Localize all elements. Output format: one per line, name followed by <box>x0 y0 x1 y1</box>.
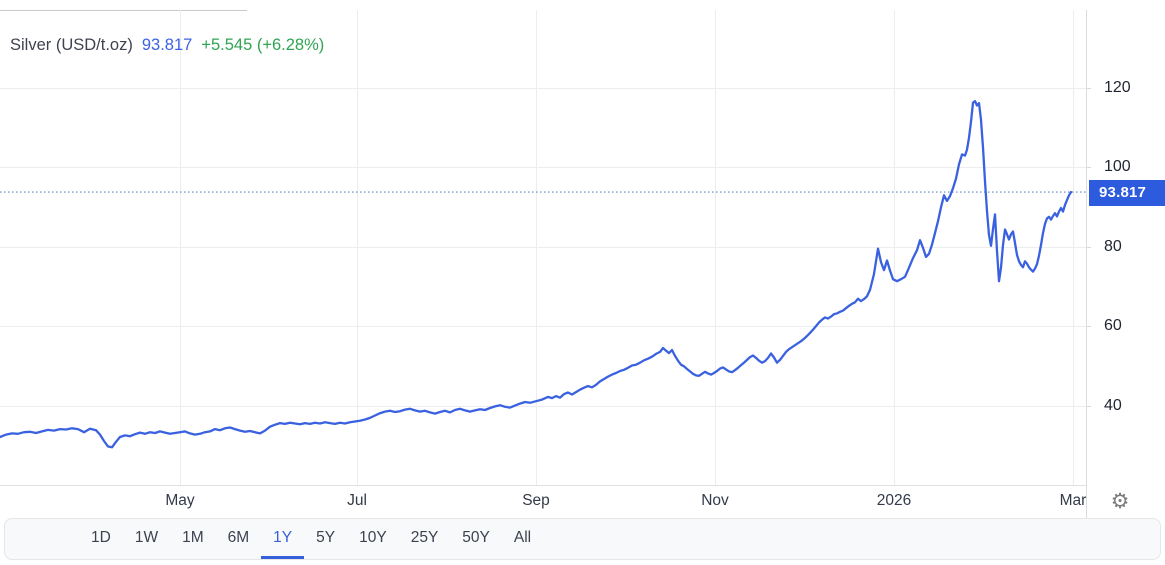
y-axis-label: 120 <box>1104 79 1131 96</box>
range-button-50y[interactable]: 50Y <box>462 528 490 546</box>
price-change: +5.545 (+6.28%) <box>201 36 325 54</box>
x-axis-label: Jul <box>347 492 367 509</box>
x-axis-label: 2026 <box>876 492 912 509</box>
range-button-6m[interactable]: 6M <box>227 528 250 546</box>
range-toolbar: 1D 1W 1M 6M 1Y 5Y 10Y 25Y 50Y All <box>4 518 1161 560</box>
range-button-25y[interactable]: 25Y <box>410 528 439 546</box>
range-button-1d[interactable]: 1D <box>91 528 111 546</box>
y-axis-label: 80 <box>1104 238 1122 255</box>
y-axis-label: 100 <box>1104 158 1131 175</box>
chart-header: Silver (USD/t.oz) 93.817 +5.545 (+6.28%) <box>10 36 324 55</box>
range-button-1y[interactable]: 1Y <box>261 519 305 559</box>
current-price-badge: 93.817 <box>1089 180 1165 206</box>
x-axis-label: Sep <box>522 492 550 509</box>
price-line <box>0 99 1073 449</box>
x-axis-label: Mar <box>1059 492 1087 509</box>
settings-gear-icon[interactable]: ⚙ <box>1104 486 1136 516</box>
range-button-10y[interactable]: 10Y <box>359 528 387 546</box>
range-button-all[interactable]: All <box>513 528 532 546</box>
range-button-1m[interactable]: 1M <box>182 528 204 546</box>
instrument-title: Silver (USD/t.oz) <box>10 36 133 54</box>
top-divider <box>0 10 247 11</box>
x-axis-label: May <box>165 492 195 509</box>
y-axis-label: 60 <box>1104 317 1122 334</box>
x-axis-label: Nov <box>701 492 729 509</box>
range-button-1w[interactable]: 1W <box>134 528 159 546</box>
range-button-5y[interactable]: 5Y <box>316 528 336 546</box>
last-price: 93.817 <box>141 36 193 54</box>
y-axis-label: 40 <box>1104 397 1122 414</box>
